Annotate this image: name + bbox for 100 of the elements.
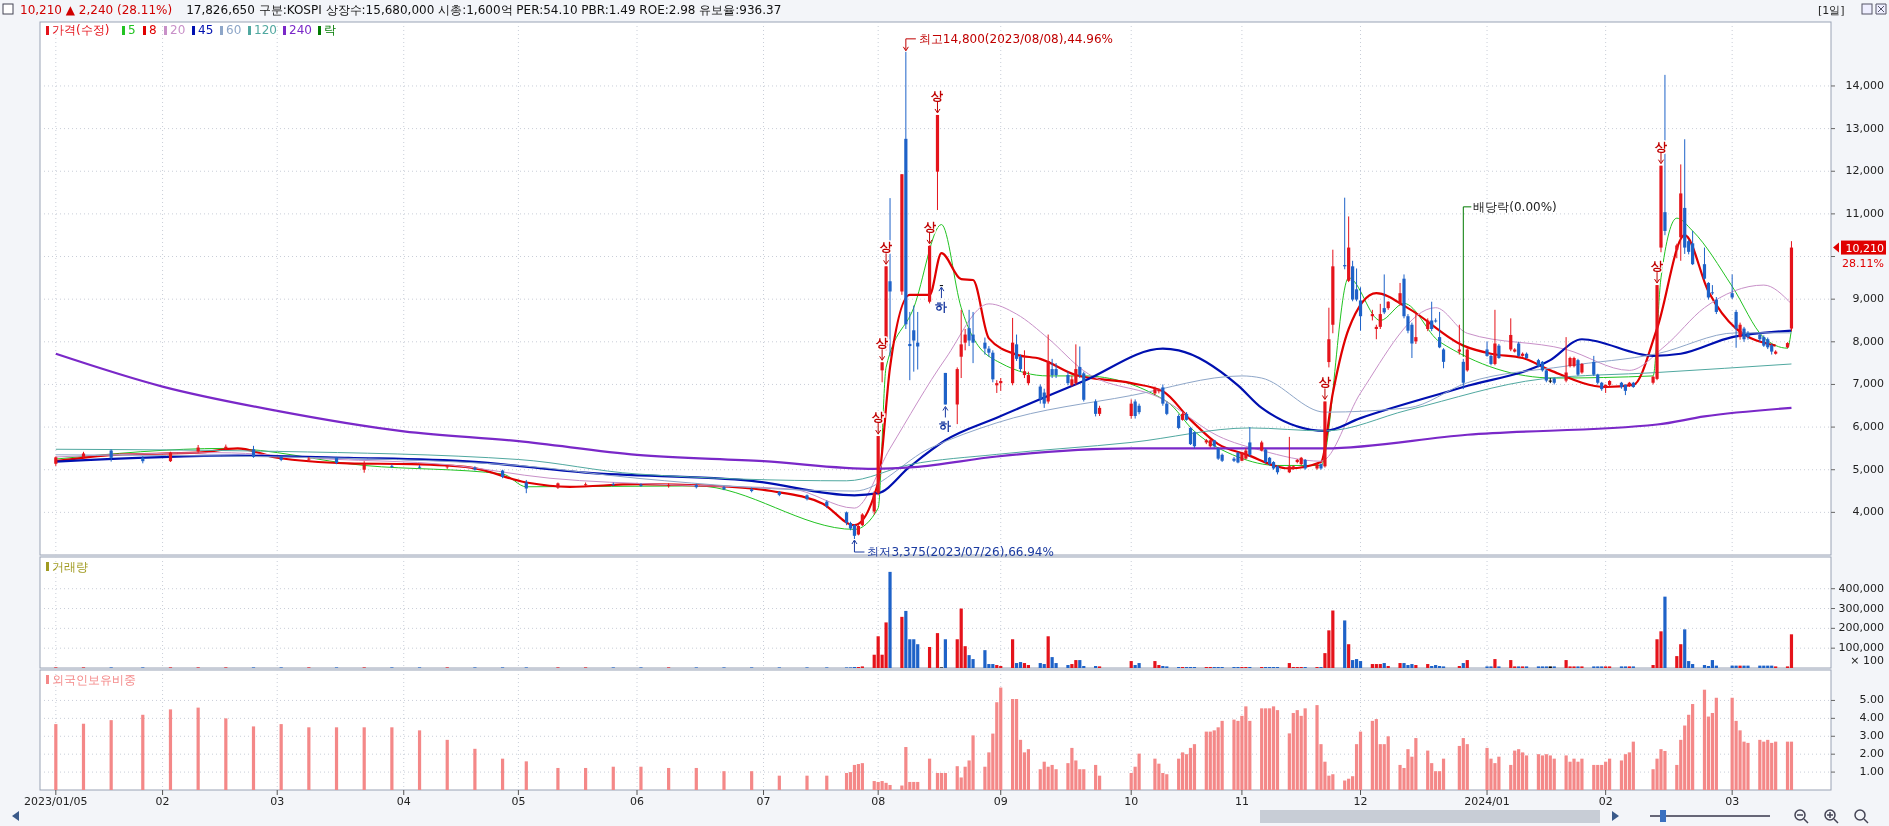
chart-subtitle: 17,826,650 구분:KOSPI 상장수:15,680,000 시총:1,600억 PER:54.10 PBR:1.49 ROE:2.98 유보율:936.37 (186, 3, 782, 17)
y-tick-label: 400,000 (1838, 581, 1884, 595)
candlestick (983, 337, 987, 356)
bar (1374, 719, 1378, 790)
candlestick (1441, 347, 1446, 369)
bar (524, 761, 528, 790)
bar (1078, 660, 1082, 668)
bar (307, 727, 311, 790)
bar (939, 772, 944, 790)
bar (584, 767, 588, 790)
bar (611, 766, 615, 790)
bar (1208, 731, 1212, 790)
candlestick (1287, 436, 1291, 474)
annotation: 하 (935, 300, 948, 315)
bar (1295, 710, 1299, 790)
y-tick-label: 200,000 (1838, 621, 1884, 635)
bar (1204, 731, 1208, 790)
candlestick (1691, 230, 1695, 266)
annotation: 상 (930, 88, 944, 103)
y-tick-label: 5,000 (1852, 462, 1884, 476)
annotation: 상 (879, 240, 893, 255)
y-tick-label: 3.00 (1859, 729, 1884, 743)
bar (1659, 749, 1663, 790)
bar (967, 655, 971, 668)
bar (1600, 764, 1604, 790)
bar (1710, 660, 1714, 668)
bar (1038, 663, 1042, 668)
bar (1576, 761, 1580, 790)
bar (1414, 665, 1418, 668)
candlestick (390, 464, 394, 469)
bar (916, 781, 920, 790)
bar (1082, 769, 1086, 790)
bar (500, 758, 505, 790)
y-tick-label: 300,000 (1838, 601, 1884, 615)
bar (1267, 708, 1272, 790)
candlestick (667, 482, 671, 489)
bar (1157, 665, 1161, 668)
bar (852, 764, 857, 790)
bar (1271, 706, 1276, 790)
x-tick-label: 2024/01 (1464, 795, 1510, 808)
candlestick (1133, 398, 1137, 420)
bar (1746, 742, 1750, 790)
candlestick (1437, 311, 1442, 349)
bar (884, 622, 888, 668)
bar (1691, 704, 1695, 790)
annotation: 하 (939, 419, 952, 434)
bar (1608, 758, 1612, 790)
candlestick (872, 490, 876, 515)
candlestick (1161, 383, 1165, 407)
candlestick (1050, 358, 1054, 379)
bar (777, 775, 781, 790)
chart-title: 외국인보유비중 (52, 673, 136, 687)
bar (1410, 664, 1414, 668)
bar (1232, 719, 1236, 790)
bar (935, 772, 940, 790)
bar (54, 724, 58, 790)
bar (1730, 697, 1734, 790)
bar (880, 781, 884, 790)
bar (1343, 620, 1347, 668)
candlestick (1074, 343, 1078, 386)
x-tick-label: 03 (270, 795, 285, 808)
bar (1580, 758, 1584, 790)
legend-label: 60 (226, 23, 242, 37)
bar (943, 772, 947, 790)
bar (1054, 769, 1058, 790)
bar (1165, 774, 1169, 790)
bar (955, 766, 959, 790)
bar (1066, 665, 1070, 668)
bar (1153, 661, 1157, 668)
candlestick (1465, 347, 1469, 373)
candlestick (1398, 282, 1402, 307)
bar (1378, 664, 1382, 668)
candlestick (959, 309, 963, 379)
annotation: 상 (1650, 259, 1664, 274)
bar (900, 616, 904, 668)
candlestick (1129, 398, 1133, 420)
bar (884, 782, 888, 790)
candlestick (1746, 330, 1750, 341)
bar (1287, 663, 1291, 668)
bar (1663, 750, 1667, 790)
bar (1572, 758, 1576, 790)
bar (1691, 664, 1695, 668)
y-tick-label: 9,000 (1852, 292, 1884, 306)
bar (141, 714, 145, 790)
bar (1192, 744, 1197, 790)
legend-label: 8 (149, 23, 157, 37)
bar (1374, 664, 1378, 668)
bar (1070, 747, 1074, 790)
candlestick (1248, 426, 1252, 458)
bar (1592, 764, 1596, 790)
bar (876, 781, 880, 790)
bar (1331, 774, 1335, 790)
annotation: 상 (922, 219, 936, 234)
bar (1370, 664, 1374, 668)
x-tick-label: 2023/01/05 (24, 795, 88, 808)
bar (1042, 761, 1046, 790)
bar (196, 707, 200, 790)
bar (888, 571, 892, 668)
bar (999, 687, 1003, 790)
bar (1679, 644, 1683, 668)
